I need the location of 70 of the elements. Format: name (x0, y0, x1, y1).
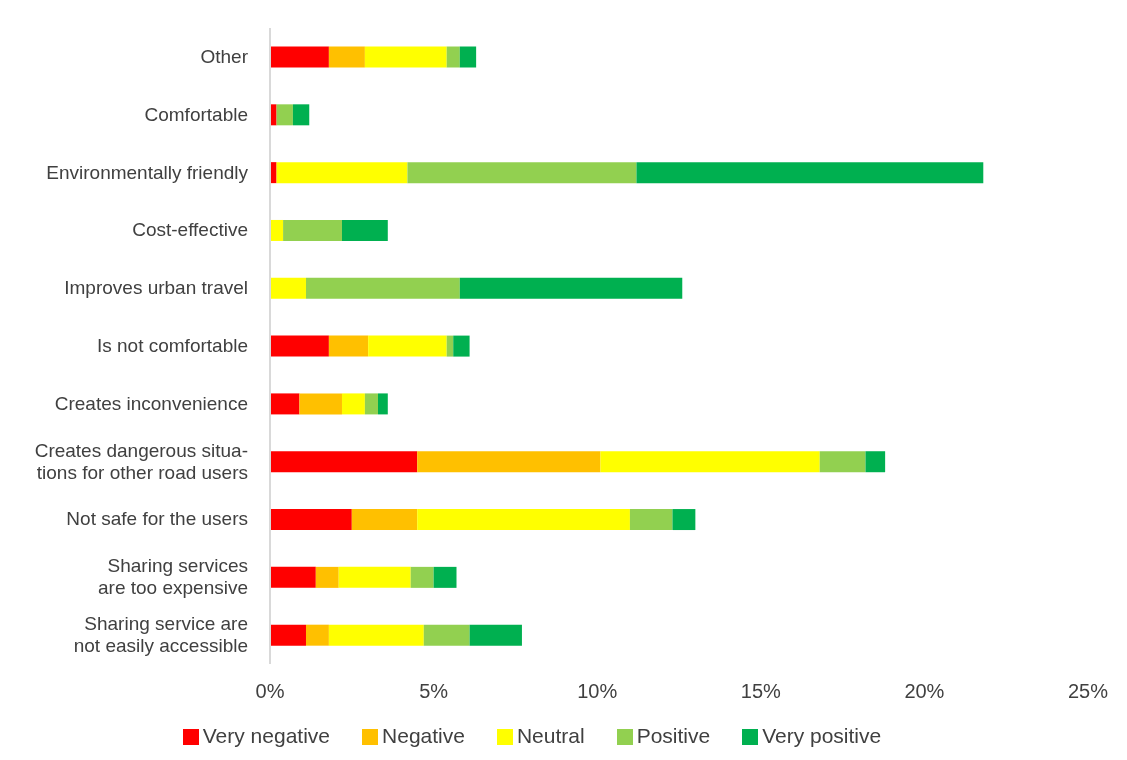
bar (276, 162, 408, 184)
bar (292, 104, 310, 126)
bar (328, 624, 424, 646)
bar (672, 509, 696, 531)
bar (351, 509, 418, 531)
y-tick-label: Not safe for the users (66, 508, 248, 530)
y-tick-label: Sharing service are not easily accessible (73, 613, 248, 657)
y-tick-label: Cost-effective (132, 219, 248, 241)
bar (299, 393, 342, 415)
bar (270, 393, 300, 415)
bar (453, 335, 470, 357)
bar (270, 451, 418, 473)
y-tick-label: Other (200, 45, 249, 67)
bar (819, 451, 866, 473)
bar (283, 219, 342, 241)
bar (364, 46, 447, 68)
bar (433, 566, 457, 588)
y-tick-label: Creates inconvenience (54, 392, 248, 414)
bar (417, 509, 630, 531)
bar (270, 335, 329, 357)
bar (629, 509, 673, 531)
bar (407, 162, 637, 184)
bar (377, 393, 388, 415)
bar (459, 277, 683, 299)
bar (469, 624, 522, 646)
bar (328, 46, 365, 68)
bar (305, 624, 329, 646)
bar (315, 566, 339, 588)
legend-label: Neutral (516, 724, 585, 747)
y-tick-label: Sharing services are too expensive (98, 555, 248, 599)
bar (328, 335, 369, 357)
bar (865, 451, 886, 473)
bar (270, 162, 277, 184)
bar (338, 566, 411, 588)
bar (341, 219, 388, 241)
bar (410, 566, 434, 588)
y-tick-label: Is not comfortable (96, 335, 248, 356)
bar (417, 451, 601, 473)
bar (305, 277, 460, 299)
bar (270, 509, 352, 531)
bar (368, 335, 447, 357)
y-tick-label: Comfortable (144, 103, 248, 125)
legend-label: Very positive (762, 724, 882, 747)
bar (459, 46, 477, 68)
bar (364, 393, 378, 415)
x-tick-label: 0% (255, 680, 285, 703)
bar (270, 104, 277, 126)
bar (446, 335, 454, 357)
bar (276, 104, 293, 126)
bar (341, 393, 365, 415)
bar (600, 451, 820, 473)
y-tick-label: Creates dangerous situa- tions for other road users (34, 439, 248, 483)
x-tick-label: 5% (419, 680, 449, 703)
bar (270, 219, 284, 241)
x-tick-label: 25% (1067, 680, 1109, 703)
bar (270, 624, 306, 646)
bar (270, 277, 306, 299)
legend-label: Positive (636, 724, 711, 747)
y-tick-label: Improves urban travel (64, 277, 248, 299)
bar (270, 566, 316, 588)
legend-label: Negative (382, 724, 465, 747)
bar (636, 162, 984, 184)
x-tick-label: 15% (740, 680, 782, 703)
y-tick-label: Environmentally friendly (46, 161, 249, 183)
legend-label: Very negative (202, 724, 331, 747)
bar (446, 46, 460, 68)
x-tick-label: 20% (904, 680, 945, 703)
bar (423, 624, 470, 646)
x-tick-label: 10% (577, 680, 618, 703)
bar (270, 46, 329, 68)
